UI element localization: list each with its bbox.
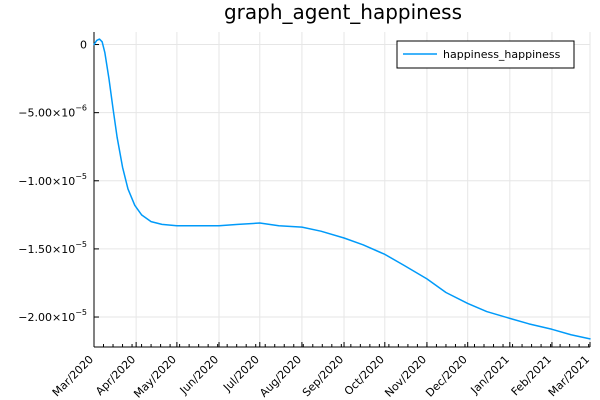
x-tick-label: Dec/2020 (423, 353, 470, 400)
chart-title: graph_agent_happiness (224, 0, 462, 24)
grid (93, 32, 591, 347)
series-layer (93, 38, 591, 340)
legend: happiness_happiness (396, 40, 575, 69)
y-axis-ticks: 0 −5.00×10−6 −1.00×10−5 −1.50×10−5 −2.00×10−… (18, 39, 99, 324)
x-tick-label: Sep/2020 (300, 353, 346, 399)
x-tick-label: Jun/2020 (177, 353, 221, 397)
series-line (93, 38, 591, 340)
legend-label: happiness_happiness (443, 48, 561, 61)
x-tick-label: Nov/2020 (382, 353, 429, 400)
x-tick-label: May/2020 (131, 353, 179, 400)
x-tick-label: Jul/2020 (220, 353, 262, 395)
y-tick-label: −1.50×10−5 (18, 240, 87, 256)
y-tick-label: −5.00×10−6 (18, 104, 87, 120)
y-tick-label: −1.00×10−5 (18, 172, 87, 188)
y-tick-label: 0 (80, 39, 87, 52)
x-tick-label: Jan/2021 (468, 353, 512, 397)
x-tick-label: Oct/2020 (342, 353, 387, 398)
x-tick-label: Aug/2020 (257, 353, 304, 400)
x-tick-label: Mar/2021 (546, 353, 592, 399)
x-tick-label: Mar/2020 (50, 353, 96, 399)
y-tick-label: −2.00×10−5 (18, 308, 87, 324)
